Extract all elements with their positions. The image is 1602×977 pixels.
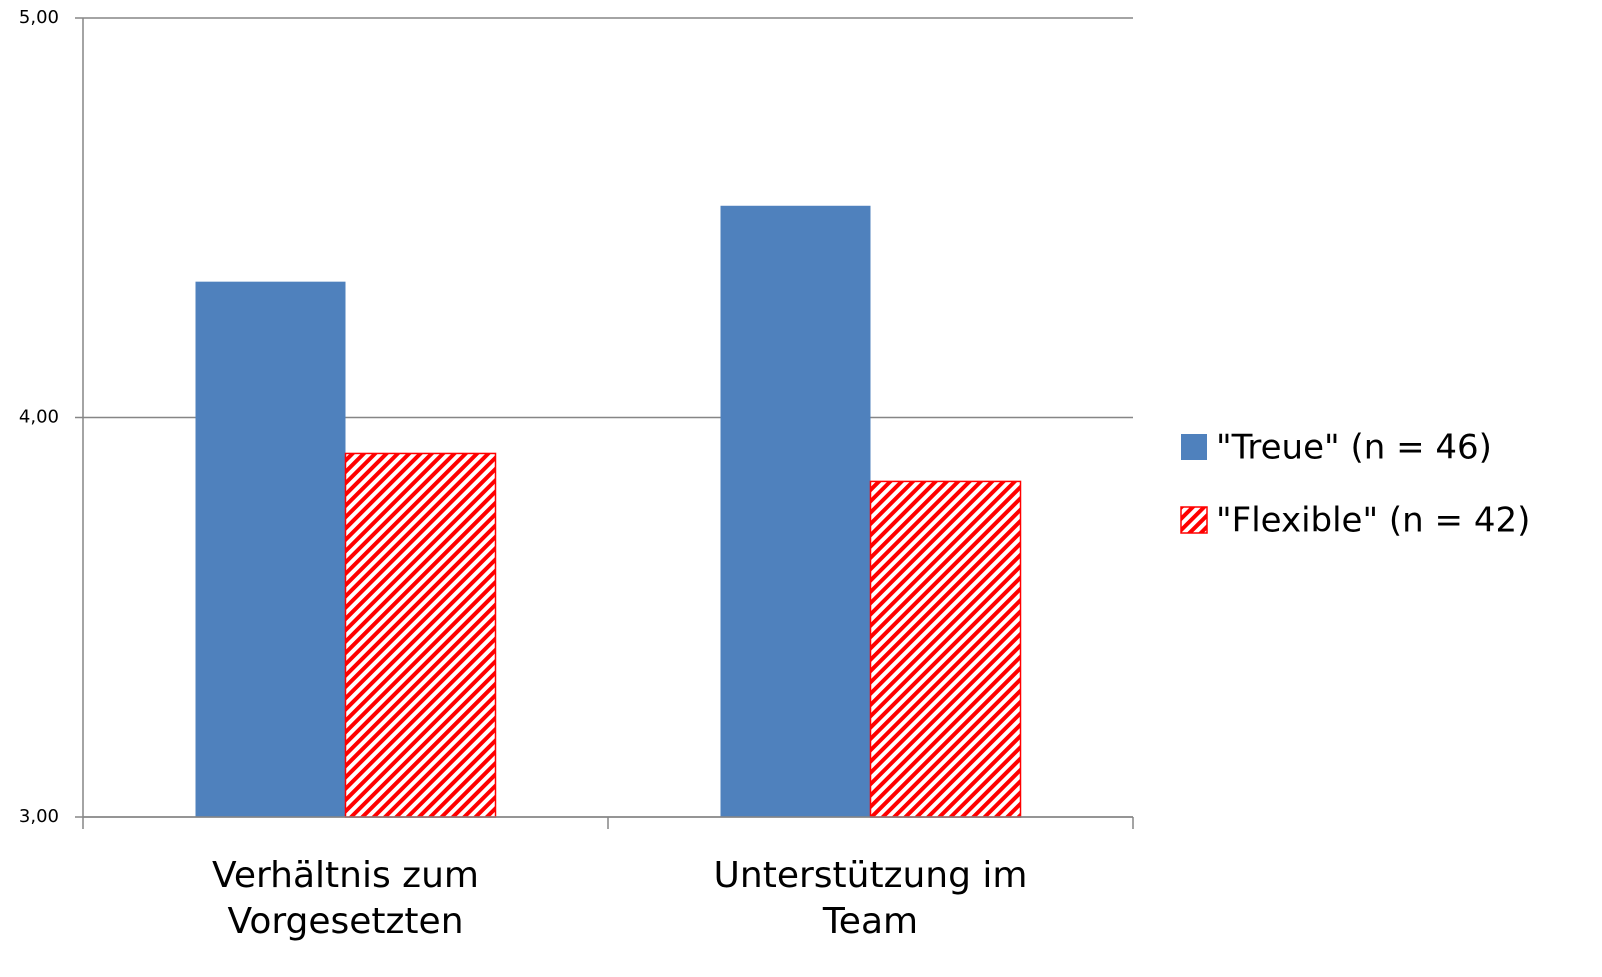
bar xyxy=(869,480,1022,818)
x-tick-label: Verhältnis zum Vorgesetzten xyxy=(212,855,479,942)
legend-swatch xyxy=(1181,434,1207,460)
y-tick-label: 5,00 xyxy=(19,7,59,28)
x-tick-label: Unterstützung im Team xyxy=(713,855,1028,942)
legend-label: "Flexible" (n = 42) xyxy=(1216,501,1530,541)
bar xyxy=(344,452,497,818)
legend-swatch xyxy=(1180,506,1208,534)
y-tick-label: 3,00 xyxy=(19,806,59,827)
bar xyxy=(195,281,346,817)
bar xyxy=(720,205,871,817)
legend-label: "Treue" (n = 46) xyxy=(1216,428,1492,468)
y-tick-label: 4,00 xyxy=(19,407,59,428)
